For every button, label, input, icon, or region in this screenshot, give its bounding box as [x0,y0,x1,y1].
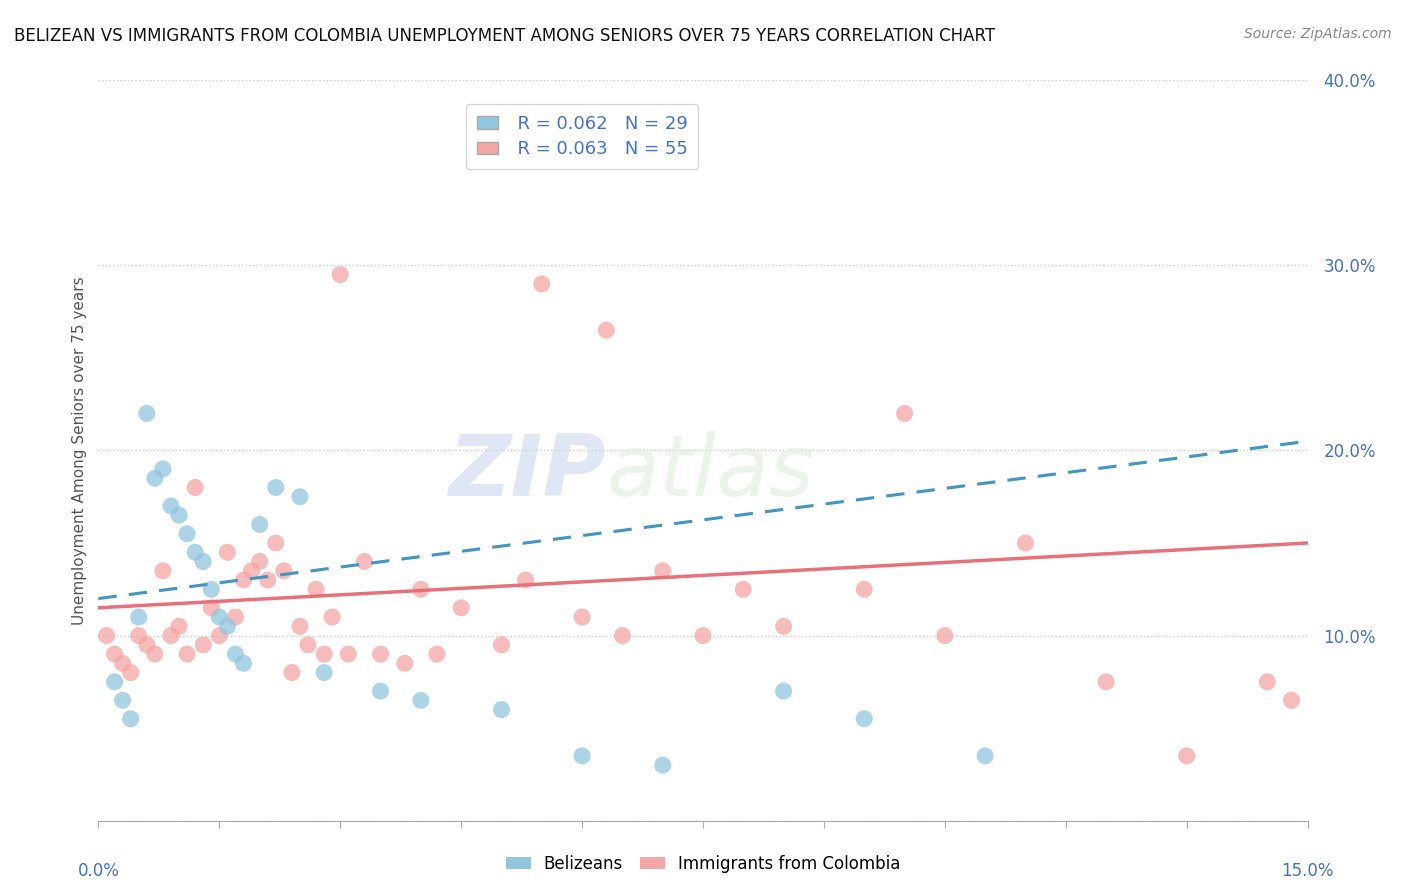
Point [612,628,634,642]
Point [571,748,593,763]
Point [1095,674,1118,689]
Point [152,564,174,578]
Point [314,647,336,661]
Point [733,582,755,597]
Point [184,480,207,494]
Point [103,674,125,689]
Point [853,582,876,597]
Point [128,610,150,624]
Point [893,407,915,421]
Point [571,610,593,624]
Point [491,703,513,717]
Point [217,545,239,559]
Point [1256,674,1278,689]
Point [249,555,271,569]
Point [530,277,553,291]
Point [96,628,118,642]
Point [232,573,254,587]
Text: 15.0%: 15.0% [1281,863,1334,880]
Point [651,758,673,772]
Point [256,573,278,587]
Point [264,536,287,550]
Point [160,499,183,513]
Y-axis label: Unemployment Among Seniors over 75 years: Unemployment Among Seniors over 75 years [72,277,87,624]
Point [409,693,432,707]
Point [853,712,876,726]
Point [111,693,134,707]
Point [224,647,246,661]
Point [409,582,432,597]
Point [167,619,190,633]
Point [111,657,134,671]
Point [208,610,231,624]
Point [200,582,222,597]
Point [120,712,142,726]
Point [321,610,343,624]
Point [353,555,375,569]
Point [143,471,166,485]
Point [120,665,142,680]
Legend:   R = 0.062   N = 29,   R = 0.063   N = 55: R = 0.062 N = 29, R = 0.063 N = 55 [465,104,699,169]
Point [1175,748,1198,763]
Point [232,657,254,671]
Point [208,628,231,642]
Point [160,628,183,642]
Point [450,600,472,615]
Point [273,564,295,578]
Point [491,638,513,652]
Point [128,628,150,642]
Text: atlas: atlas [606,431,814,514]
Point [193,638,215,652]
Point [152,462,174,476]
Point [515,573,537,587]
Point [103,647,125,661]
Point [176,647,198,661]
Point [651,564,673,578]
Point [772,684,794,698]
Point [288,490,311,504]
Point [934,628,956,642]
Point [692,628,714,642]
Point [1281,693,1303,707]
Point [1014,536,1036,550]
Point [394,657,416,671]
Point [143,647,166,661]
Point [288,619,311,633]
Point [426,647,449,661]
Point [314,665,336,680]
Point [240,564,263,578]
Point [135,638,157,652]
Text: Source: ZipAtlas.com: Source: ZipAtlas.com [1244,27,1392,41]
Point [370,684,392,698]
Point [305,582,328,597]
Point [135,407,157,421]
Point [595,323,617,337]
Point [217,619,239,633]
Point [281,665,304,680]
Text: 0.0%: 0.0% [77,863,120,880]
Point [264,480,287,494]
Legend: Belizeans, Immigrants from Colombia: Belizeans, Immigrants from Colombia [499,848,907,880]
Point [184,545,207,559]
Point [974,748,997,763]
Text: ZIP: ZIP [449,431,606,514]
Text: BELIZEAN VS IMMIGRANTS FROM COLOMBIA UNEMPLOYMENT AMONG SENIORS OVER 75 YEARS CO: BELIZEAN VS IMMIGRANTS FROM COLOMBIA UNE… [14,27,995,45]
Point [200,600,222,615]
Point [193,555,215,569]
Point [370,647,392,661]
Point [249,517,271,532]
Point [337,647,360,661]
Point [176,526,198,541]
Point [329,268,352,282]
Point [297,638,319,652]
Point [224,610,246,624]
Point [772,619,794,633]
Point [167,508,190,523]
